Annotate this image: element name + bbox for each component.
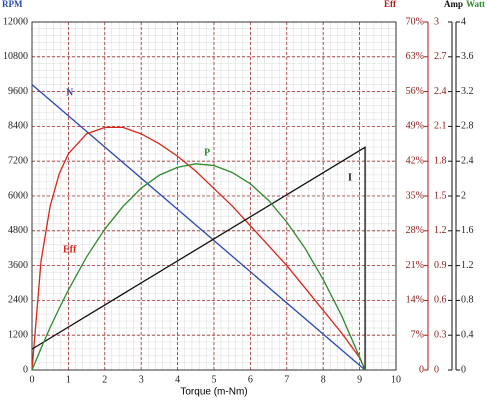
y3-tick-label: 0.3	[434, 329, 447, 340]
series-line	[31, 146, 366, 370]
y3-tick-label: 0.6	[434, 295, 447, 306]
x-tick-label: 6	[248, 374, 253, 385]
series-line	[31, 84, 366, 371]
series-label: P	[204, 147, 210, 158]
x-tick-label: 5	[212, 374, 217, 385]
x-tick-label: 7	[284, 374, 289, 385]
y3-axis-title: Amp	[444, 0, 463, 9]
y4-tick-label: 1.2	[461, 260, 474, 271]
y3-tick-label: 1.5	[434, 190, 447, 201]
y-tick-label: 8400	[8, 121, 28, 132]
y2-tick-label: 21%	[406, 260, 424, 271]
y4-tick-label: 2	[461, 190, 466, 201]
series-label: I	[348, 172, 352, 183]
y-tick-label: 7200	[8, 155, 28, 166]
x-tick-label: 9	[357, 374, 362, 385]
y3-tick-label: 2.4	[434, 86, 447, 97]
y4-tick-label: 0.4	[461, 329, 474, 340]
y4-tick-label: 4	[461, 16, 466, 27]
y3-tick-label: 2.1	[434, 121, 447, 132]
y2-tick-label: 28%	[406, 225, 424, 236]
x-axis-title: Torque (m-Nm)	[180, 387, 247, 398]
x-tick-label: 8	[321, 374, 326, 385]
series-label: N	[66, 87, 74, 98]
y3-tick-label: 1.2	[434, 225, 447, 236]
x-tick-label: 2	[102, 374, 107, 385]
y2-tick-label: 7%	[411, 329, 424, 340]
y2-tick-label: 35%	[406, 190, 424, 201]
y4-tick-label: 0.8	[461, 295, 474, 306]
y-tick-label: 12000	[3, 16, 28, 27]
y-tick-label: 0	[23, 364, 28, 375]
y-tick-label: 6000	[8, 190, 28, 201]
y-tick-label: 2400	[8, 295, 28, 306]
y2-tick-label: 56%	[406, 86, 424, 97]
y4-tick-label: 2.8	[461, 121, 474, 132]
y4-tick-label: 2.4	[461, 155, 474, 166]
series-line	[31, 126, 366, 371]
y3-tick-label: 0	[434, 364, 439, 375]
series-line	[31, 163, 366, 371]
x-tick-label: 1	[66, 374, 71, 385]
y3-tick-label: 0.9	[434, 260, 447, 271]
y2-tick-label: 42%	[406, 155, 424, 166]
y-tick-label: 4800	[8, 225, 28, 236]
y-axis-title: RPM	[2, 0, 23, 9]
y2-tick-label: 70%	[406, 16, 424, 27]
y2-tick-label: 49%	[406, 121, 424, 132]
y4-tick-label: 3.2	[461, 86, 474, 97]
x-tick-label: 4	[175, 374, 180, 385]
x-tick-label: 10	[391, 374, 401, 385]
y-tick-label: 10800	[3, 51, 28, 62]
y3-tick-label: 3	[434, 16, 439, 27]
y2-tick-label: 63%	[406, 51, 424, 62]
y4-tick-label: 0	[461, 364, 466, 375]
y-tick-label: 1200	[8, 329, 28, 340]
y3-tick-label: 2.7	[434, 51, 447, 62]
y2-tick-label: 0	[419, 364, 424, 375]
y-tick-label: 9600	[8, 86, 28, 97]
x-tick-label: 3	[139, 374, 144, 385]
series-label: Eff	[63, 244, 77, 255]
plot-border	[31, 21, 397, 371]
x-tick-label: 0	[30, 374, 35, 385]
y2-axis-title: Eff	[384, 0, 397, 9]
y4-axis-title: Watt	[466, 0, 485, 9]
y3-tick-label: 1.8	[434, 155, 447, 166]
y2-tick-label: 14%	[406, 295, 424, 306]
y-tick-label: 3600	[8, 260, 28, 271]
y4-tick-label: 3.6	[461, 51, 474, 62]
y4-tick-label: 1.6	[461, 225, 474, 236]
